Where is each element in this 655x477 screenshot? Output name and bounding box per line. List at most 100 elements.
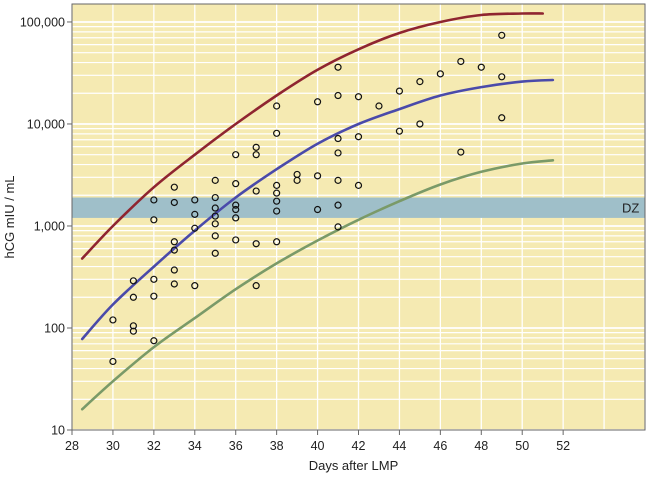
dz-band	[72, 197, 645, 218]
x-tick-label: 50	[515, 439, 529, 453]
data-point	[395, 127, 404, 135]
data-point	[252, 151, 260, 159]
data-point	[129, 293, 137, 301]
data-point	[109, 316, 117, 324]
y-tick-label: 10,000	[27, 117, 65, 131]
data-point	[232, 180, 240, 188]
data-point	[150, 292, 158, 300]
data-point	[211, 212, 219, 220]
data-point	[232, 214, 240, 222]
data-point	[334, 149, 342, 157]
data-point	[211, 232, 219, 240]
data-point	[191, 196, 199, 204]
data-point	[129, 327, 137, 335]
x-tick-label: 38	[270, 439, 284, 453]
data-point	[129, 277, 137, 285]
data-point	[232, 236, 240, 244]
data-point	[232, 201, 240, 209]
data-point	[273, 238, 281, 246]
data-point	[191, 224, 199, 232]
x-tick-label: 48	[474, 439, 488, 453]
data-point	[150, 196, 158, 204]
data-point	[354, 133, 363, 141]
data-point	[498, 31, 506, 39]
data-point	[436, 70, 444, 78]
dz-band-label: DZ	[622, 201, 639, 216]
data-point	[150, 337, 158, 345]
data-point	[313, 98, 322, 106]
data-point	[498, 73, 506, 81]
data-point	[375, 102, 383, 110]
data-point	[334, 176, 342, 184]
data-point	[416, 120, 424, 128]
data-point	[170, 246, 178, 254]
reference-curve	[80, 159, 555, 411]
data-point	[334, 201, 342, 209]
data-point	[211, 176, 219, 184]
data-point	[252, 187, 260, 195]
x-tick-label: 36	[229, 439, 243, 453]
x-axis-ticks: 28 30 32 34 36 38 40 42 44 46 48 50 52	[65, 430, 570, 453]
data-point	[252, 143, 260, 151]
data-point	[313, 172, 322, 180]
data-point	[334, 91, 342, 100]
x-tick-label: 44	[392, 439, 406, 453]
y-tick-label: 1,000	[34, 219, 65, 233]
data-point	[334, 223, 342, 231]
data-point	[416, 78, 424, 86]
data-point	[273, 207, 281, 215]
data-point	[334, 134, 342, 143]
data-points	[109, 31, 506, 366]
data-point	[191, 282, 199, 290]
data-point	[170, 280, 178, 288]
x-tick-label: 28	[65, 439, 79, 453]
data-point	[150, 275, 158, 283]
x-tick-label: 46	[433, 439, 447, 453]
data-point	[273, 197, 281, 205]
reference-curve	[80, 78, 555, 341]
x-tick-label: 30	[106, 439, 120, 453]
data-point	[252, 240, 260, 248]
data-point	[170, 238, 178, 246]
x-tick-label: 34	[188, 439, 202, 453]
data-point	[354, 93, 363, 101]
data-point	[313, 205, 322, 214]
data-point	[273, 129, 281, 137]
data-point	[273, 181, 281, 189]
x-tick-label: 40	[311, 439, 325, 453]
data-point	[273, 102, 281, 110]
x-tick-label: 42	[352, 439, 366, 453]
data-point	[457, 57, 465, 66]
data-point	[232, 205, 240, 214]
data-point	[334, 63, 342, 71]
x-axis-label: Days after LMP	[309, 458, 399, 473]
y-axis-label: hCG mIU / mL	[2, 175, 17, 258]
data-point	[457, 148, 465, 156]
data-point	[395, 87, 404, 95]
data-point	[170, 183, 178, 191]
x-tick-label: 32	[147, 439, 161, 453]
data-point	[129, 322, 137, 330]
data-point	[354, 181, 363, 189]
y-axis-ticks: 10 100 1,000 10,000 100,000	[20, 15, 72, 438]
data-point	[232, 151, 240, 159]
data-point	[109, 357, 117, 366]
data-point	[293, 176, 301, 184]
y-tick-label: 10	[51, 424, 65, 438]
data-point	[477, 63, 485, 71]
data-point	[170, 266, 178, 274]
x-tick-label: 52	[556, 439, 570, 453]
data-point	[211, 249, 219, 257]
data-point	[150, 216, 158, 224]
reference-curves	[80, 12, 555, 411]
data-point	[211, 193, 219, 202]
data-point	[252, 282, 260, 290]
data-point	[191, 210, 199, 218]
y-tick-label: 100,000	[20, 15, 65, 29]
y-tick-label: 100	[44, 321, 65, 335]
data-point	[211, 220, 219, 228]
data-point	[170, 198, 178, 207]
data-point	[211, 204, 219, 212]
data-point	[273, 189, 281, 197]
